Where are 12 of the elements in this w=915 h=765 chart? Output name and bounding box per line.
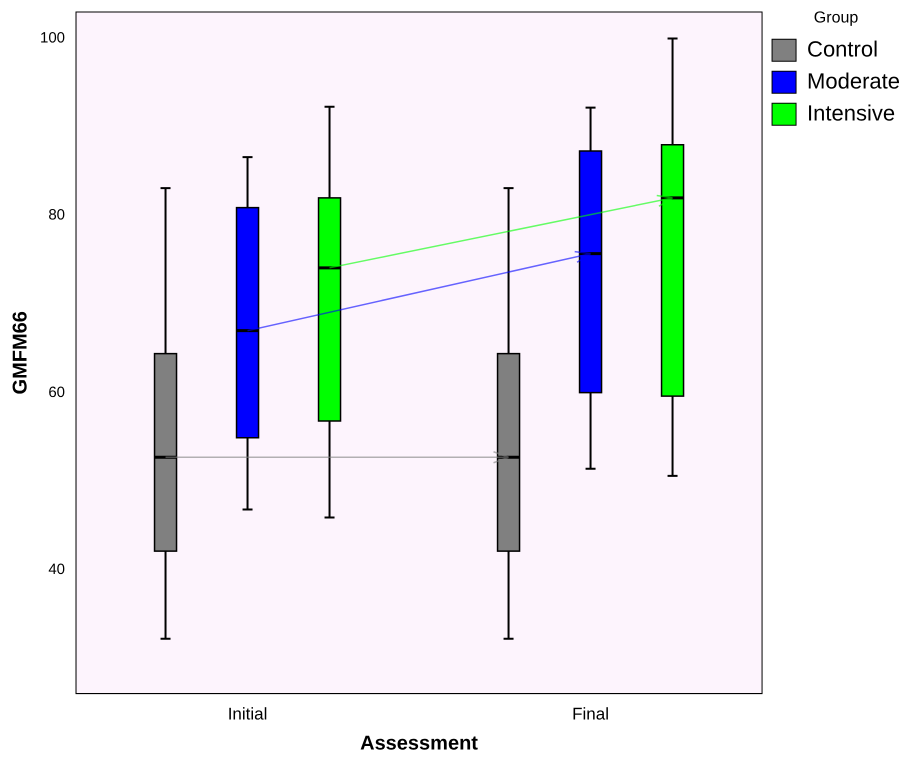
- y-tick-label: 60: [48, 384, 66, 401]
- x-tick-label: Final: [572, 704, 609, 724]
- legend-label: Control: [807, 36, 878, 62]
- legend-label: Intensive: [807, 100, 896, 126]
- x-tick-label: Initial: [228, 704, 268, 724]
- legend-title: Group: [814, 9, 858, 26]
- y-tick-label: 100: [40, 30, 66, 47]
- y-axis-title: GMFM66: [10, 311, 32, 394]
- y-tick-label: 80: [48, 206, 66, 224]
- y-tick-label: 40: [48, 560, 66, 578]
- x-axis-title: Assessment: [360, 732, 478, 755]
- legend-label: Moderate: [807, 68, 900, 94]
